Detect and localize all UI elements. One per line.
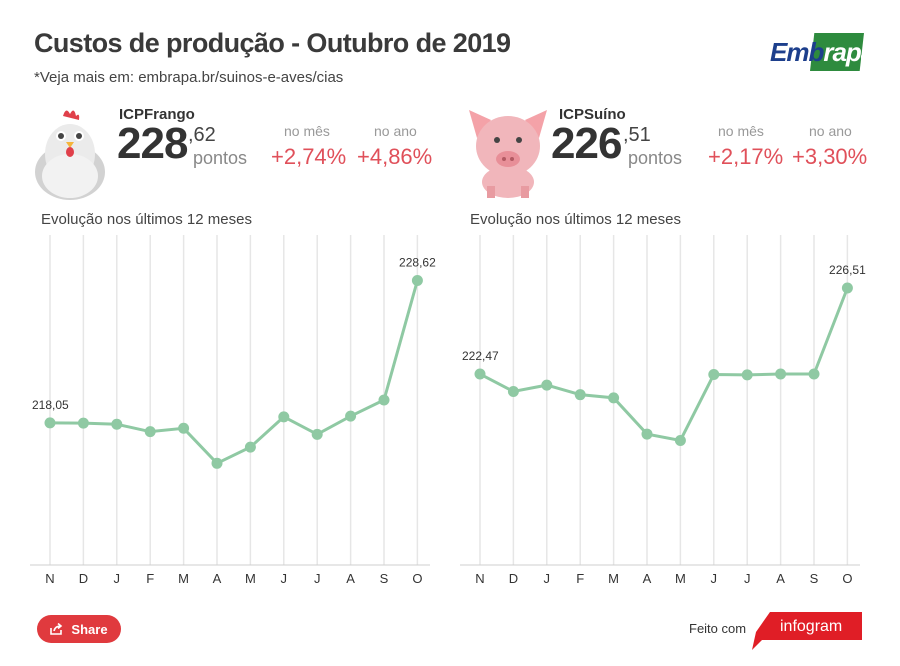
suino-summary: ICPSuíno 226 ,51 pontos no mês +2,17% no… bbox=[0, 100, 900, 200]
frango-ano-label: no ano bbox=[374, 123, 417, 139]
x-tick-label: J bbox=[114, 571, 121, 586]
frango-index-unit: pontos bbox=[193, 148, 248, 168]
data-label: 226,51 bbox=[829, 263, 866, 277]
series-line bbox=[479, 287, 849, 443]
x-tick-label: D bbox=[509, 571, 518, 586]
data-point[interactable] bbox=[574, 389, 586, 401]
x-tick-label: J bbox=[544, 571, 551, 586]
x-tick-label: F bbox=[576, 571, 584, 586]
frango-line-chart: N D J F M A M J J A S O 218,05 228,62 bbox=[30, 235, 436, 586]
data-point[interactable] bbox=[775, 368, 787, 380]
x-tick-label: S bbox=[380, 571, 389, 586]
feito-com-label: Feito com bbox=[689, 621, 747, 636]
data-point[interactable] bbox=[541, 379, 553, 391]
x-tick-label: A bbox=[213, 571, 222, 586]
data-point[interactable] bbox=[808, 368, 820, 380]
frango-index-dec: ,62 bbox=[188, 124, 216, 146]
frango-ano-value: +4,86% bbox=[357, 144, 433, 169]
data-point[interactable] bbox=[741, 369, 753, 381]
x-tick-label: S bbox=[810, 571, 819, 586]
x-tick-label: M bbox=[245, 571, 256, 586]
suino-line-chart: N D J F M A M J J A S O 222,47 226,51 bbox=[460, 235, 866, 586]
data-point[interactable] bbox=[244, 441, 256, 453]
share-icon bbox=[50, 623, 63, 635]
data-point[interactable] bbox=[111, 418, 123, 430]
x-tick-label: F bbox=[146, 571, 154, 586]
data-point[interactable] bbox=[77, 417, 89, 429]
data-point[interactable] bbox=[841, 282, 853, 294]
data-point[interactable] bbox=[278, 411, 290, 423]
x-tick-label: O bbox=[412, 571, 422, 586]
logo-text: Embrapa bbox=[770, 37, 875, 67]
suino-mes-value: +2,17% bbox=[708, 144, 784, 169]
frango-chart-label: Evolução nos últimos 12 meses bbox=[41, 211, 252, 228]
data-label: 228,62 bbox=[399, 256, 436, 270]
suino-chart-label: Evolução nos últimos 12 meses bbox=[470, 211, 681, 228]
data-point[interactable] bbox=[178, 422, 190, 434]
page-title: Custos de produção - Outubro de 2019 bbox=[34, 28, 511, 58]
frango-index-int: 228 bbox=[117, 119, 188, 168]
suino-ano-value: +3,30% bbox=[792, 144, 868, 169]
x-tick-label: A bbox=[643, 571, 652, 586]
x-tick-label: N bbox=[45, 571, 54, 586]
embrapa-logo: Embrapa bbox=[768, 33, 875, 73]
data-point[interactable] bbox=[507, 385, 519, 397]
pig-icon bbox=[469, 110, 547, 198]
series-line bbox=[49, 280, 419, 466]
infogram-link[interactable]: infogram bbox=[780, 618, 843, 635]
data-label: 222,47 bbox=[462, 349, 499, 363]
data-point[interactable] bbox=[311, 428, 323, 440]
data-label: 218,05 bbox=[32, 398, 69, 412]
x-tick-label: J bbox=[711, 571, 718, 586]
x-tick-label: M bbox=[178, 571, 189, 586]
page-subtitle: *Veja mais em: embrapa.br/suinos-e-aves/… bbox=[34, 69, 344, 86]
suino-index-name: ICPSuíno bbox=[559, 106, 626, 123]
suino-index-int: 226 bbox=[551, 119, 622, 168]
data-point[interactable] bbox=[708, 368, 720, 380]
x-tick-label: A bbox=[776, 571, 785, 586]
x-tick-label: J bbox=[314, 571, 321, 586]
data-point[interactable] bbox=[378, 394, 390, 406]
data-point[interactable] bbox=[641, 428, 653, 440]
data-point[interactable] bbox=[474, 368, 486, 380]
data-point[interactable] bbox=[44, 417, 56, 429]
suino-index-unit: pontos bbox=[628, 148, 683, 168]
data-point[interactable] bbox=[608, 392, 620, 404]
data-point[interactable] bbox=[211, 457, 223, 469]
x-tick-label: D bbox=[79, 571, 88, 586]
suino-ano-label: no ano bbox=[809, 123, 852, 139]
frango-mes-label: no mês bbox=[284, 123, 330, 139]
data-point[interactable] bbox=[345, 410, 357, 422]
data-point[interactable] bbox=[411, 275, 423, 287]
suino-index-dec: ,51 bbox=[623, 124, 651, 146]
x-tick-label: A bbox=[346, 571, 355, 586]
chicken-icon bbox=[35, 110, 105, 200]
x-tick-label: M bbox=[675, 571, 686, 586]
share-button[interactable]: Share bbox=[37, 615, 121, 643]
frango-index-name: ICPFrango bbox=[119, 106, 195, 123]
x-tick-label: J bbox=[281, 571, 288, 586]
x-tick-label: N bbox=[475, 571, 484, 586]
data-point[interactable] bbox=[674, 434, 686, 446]
x-tick-label: J bbox=[744, 571, 751, 586]
data-point[interactable] bbox=[144, 426, 156, 438]
x-tick-label: M bbox=[608, 571, 619, 586]
x-tick-label: O bbox=[842, 571, 852, 586]
suino-mes-label: no mês bbox=[718, 123, 764, 139]
share-label: Share bbox=[71, 621, 108, 637]
infogram-logo-shape[interactable] bbox=[752, 612, 862, 650]
logo-green-shape bbox=[810, 33, 864, 71]
frango-summary: ICPFrango 228 ,62 pontos no mês +2,74% n… bbox=[0, 100, 450, 200]
frango-mes-value: +2,74% bbox=[271, 144, 347, 169]
